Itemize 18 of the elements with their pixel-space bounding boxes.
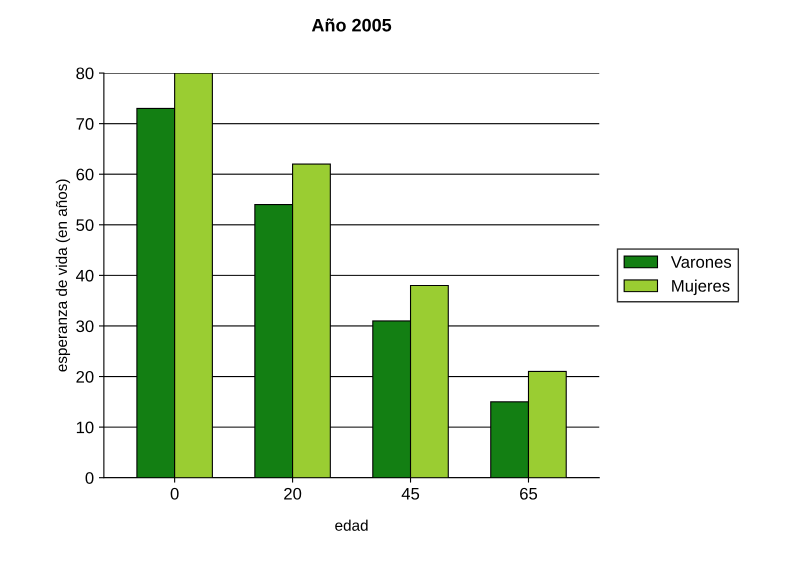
x-tick-label: 0 [170, 488, 179, 500]
x-tick-label: 20 [284, 488, 302, 500]
x-axis-title: edad [335, 520, 368, 531]
y-tick-label: 20 [76, 370, 94, 383]
legend-label: Mujeres [672, 280, 730, 296]
y-tick-label: 0 [86, 472, 94, 484]
y-tick-label: 60 [76, 168, 94, 180]
x-tick-label: 45 [402, 488, 420, 500]
y-axis-title: esperanza de vida (en años) [56, 180, 70, 372]
y-tick-label: 70 [76, 118, 94, 130]
chart-title: Año 2005 [312, 18, 392, 32]
y-tick-label: 30 [76, 320, 94, 332]
y-tick-label: 80 [76, 67, 94, 80]
y-tick-label: 50 [76, 219, 94, 232]
y-tick-label: 40 [76, 270, 94, 282]
x-tick-label: 65 [520, 488, 538, 500]
legend-label: Varones [670, 256, 732, 268]
y-tick-label: 10 [76, 422, 94, 434]
